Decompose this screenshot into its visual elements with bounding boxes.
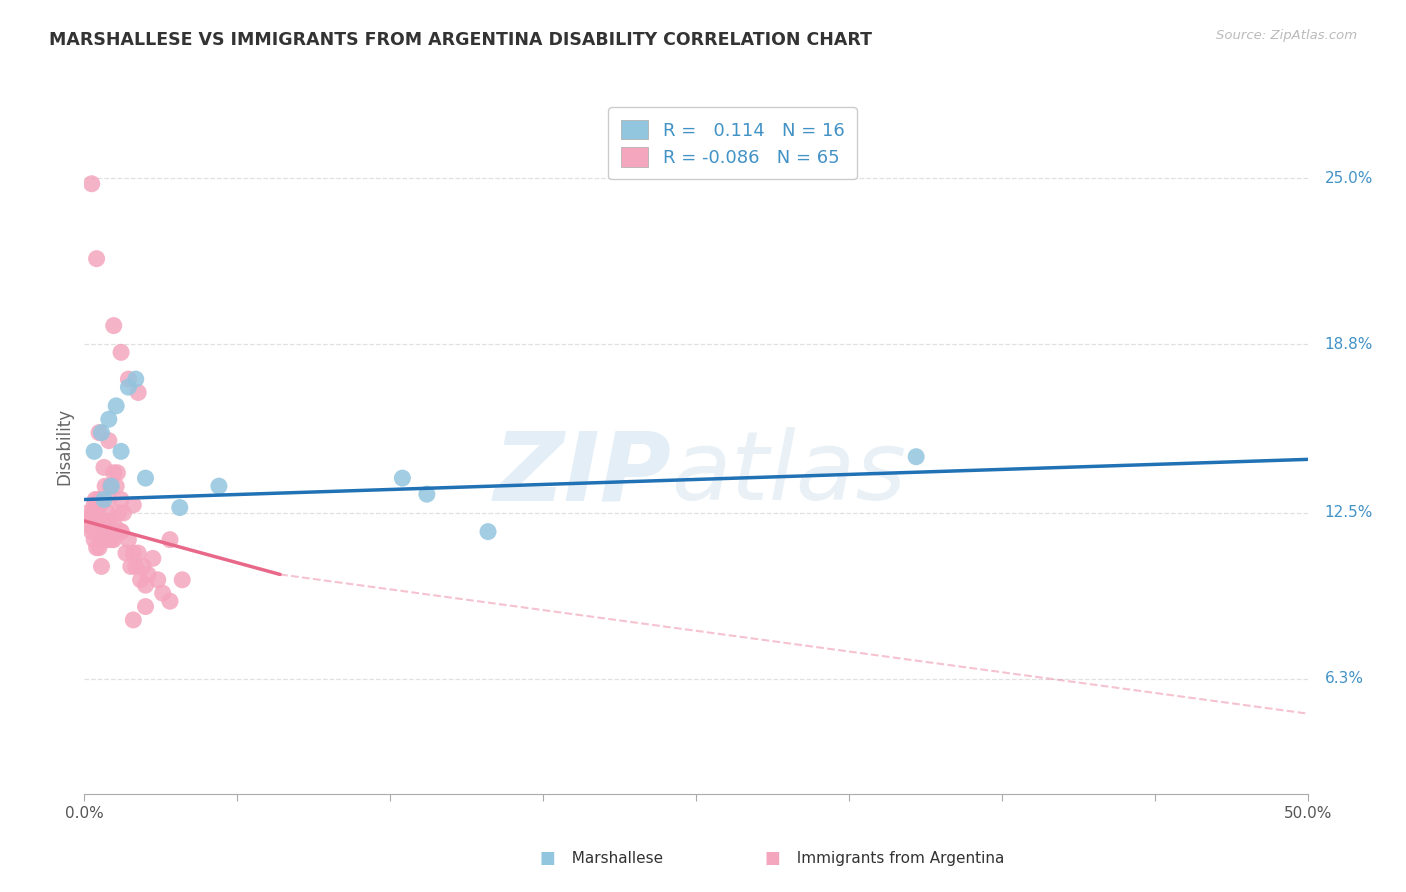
- Point: [112, 506, 135, 520]
- Point: [110, 444, 132, 458]
- Point: [391, 471, 413, 485]
- Text: 6.3%: 6.3%: [1324, 672, 1364, 686]
- Point: [93, 519, 115, 533]
- Point: [84, 492, 107, 507]
- Point: [110, 524, 132, 539]
- Point: [122, 498, 145, 512]
- Text: Source: ZipAtlas.com: Source: ZipAtlas.com: [1216, 29, 1357, 42]
- Point: [122, 613, 145, 627]
- Point: [146, 573, 169, 587]
- Point: [142, 551, 165, 566]
- Point: [105, 479, 128, 493]
- Point: [117, 533, 139, 547]
- Point: [208, 479, 231, 493]
- Text: 18.8%: 18.8%: [1324, 337, 1372, 351]
- Point: [97, 514, 120, 528]
- Point: [135, 599, 157, 614]
- Point: [152, 586, 174, 600]
- Point: [90, 533, 112, 547]
- Point: [97, 524, 120, 539]
- Point: [129, 573, 152, 587]
- Point: [135, 578, 157, 592]
- Point: [97, 506, 120, 520]
- Point: [86, 506, 108, 520]
- Point: [83, 498, 105, 512]
- Point: [115, 546, 138, 560]
- Point: [477, 524, 499, 539]
- Text: Immigrants from Argentina: Immigrants from Argentina: [787, 851, 1005, 865]
- Point: [97, 492, 120, 507]
- Point: [105, 399, 128, 413]
- Point: [135, 471, 157, 485]
- Point: [87, 425, 110, 440]
- Point: [159, 533, 181, 547]
- Text: 12.5%: 12.5%: [1324, 506, 1372, 520]
- Point: [416, 487, 439, 501]
- Point: [110, 345, 132, 359]
- Point: [905, 450, 928, 464]
- Text: atlas: atlas: [672, 427, 907, 520]
- Point: [125, 559, 148, 574]
- Point: [117, 372, 139, 386]
- Point: [105, 466, 128, 480]
- Text: Marshallese: Marshallese: [562, 851, 664, 865]
- Point: [90, 514, 112, 528]
- Point: [107, 506, 129, 520]
- Point: [125, 372, 148, 386]
- Text: 25.0%: 25.0%: [1324, 171, 1372, 186]
- Point: [110, 524, 132, 539]
- Point: [82, 506, 104, 520]
- Point: [100, 533, 122, 547]
- Point: [90, 559, 112, 574]
- Point: [79, 519, 101, 533]
- Point: [93, 492, 115, 507]
- Point: [104, 519, 127, 533]
- Point: [80, 177, 103, 191]
- Text: ■: ■: [765, 849, 780, 867]
- Point: [100, 479, 122, 493]
- Point: [127, 546, 149, 560]
- Text: MARSHALLESE VS IMMIGRANTS FROM ARGENTINA DISABILITY CORRELATION CHART: MARSHALLESE VS IMMIGRANTS FROM ARGENTINA…: [49, 31, 872, 49]
- Point: [97, 412, 120, 426]
- Point: [169, 500, 191, 515]
- Point: [93, 460, 115, 475]
- Y-axis label: Disability: Disability: [55, 408, 73, 484]
- Point: [83, 444, 105, 458]
- Point: [132, 559, 155, 574]
- Point: [122, 546, 145, 560]
- Point: [86, 252, 108, 266]
- Point: [136, 567, 159, 582]
- Point: [96, 519, 118, 533]
- Point: [103, 533, 125, 547]
- Text: ZIP: ZIP: [494, 427, 672, 520]
- Point: [127, 385, 149, 400]
- Point: [159, 594, 181, 608]
- Point: [110, 492, 132, 507]
- Point: [120, 559, 142, 574]
- Point: [80, 524, 103, 539]
- Point: [87, 541, 110, 555]
- Point: [77, 506, 100, 520]
- Point: [89, 498, 111, 512]
- Point: [77, 511, 100, 525]
- Point: [117, 380, 139, 394]
- Point: [90, 425, 112, 440]
- Point: [172, 573, 194, 587]
- Point: [91, 514, 114, 528]
- Point: [87, 492, 110, 507]
- Point: [86, 541, 108, 555]
- Point: [96, 533, 118, 547]
- Point: [98, 479, 121, 493]
- Point: [103, 318, 125, 333]
- Legend: R =   0.114   N = 16, R = -0.086   N = 65: R = 0.114 N = 16, R = -0.086 N = 65: [609, 107, 856, 179]
- Point: [97, 434, 120, 448]
- Text: ■: ■: [540, 849, 555, 867]
- Point: [103, 466, 125, 480]
- Point: [83, 533, 105, 547]
- Point: [94, 479, 117, 493]
